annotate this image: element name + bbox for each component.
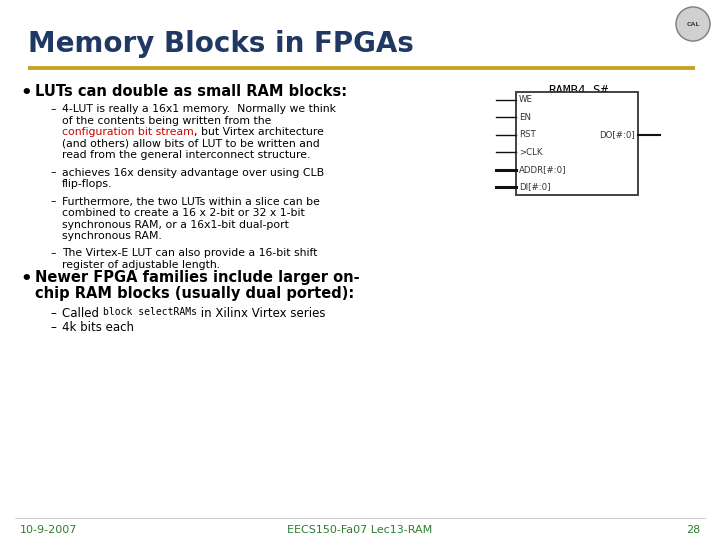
Text: EN: EN <box>519 113 531 122</box>
Text: (and others) allow bits of LUT to be written and: (and others) allow bits of LUT to be wri… <box>62 138 320 149</box>
Text: RAMB4_S#: RAMB4_S# <box>548 83 608 96</box>
Text: –: – <box>50 104 55 114</box>
Text: configuration bit stream: configuration bit stream <box>62 127 194 137</box>
Text: Furthermore, the two LUTs within a slice can be: Furthermore, the two LUTs within a slice… <box>62 197 320 206</box>
Circle shape <box>676 7 710 41</box>
Text: synchronous RAM, or a 16x1-bit dual-port: synchronous RAM, or a 16x1-bit dual-port <box>62 219 289 230</box>
Text: in Xilinx Virtex series: in Xilinx Virtex series <box>197 307 325 320</box>
Text: block selectRAMs: block selectRAMs <box>103 307 197 317</box>
Text: Called: Called <box>62 307 103 320</box>
Text: The Virtex-E LUT can also provide a 16-bit shift: The Virtex-E LUT can also provide a 16-b… <box>62 248 318 259</box>
Text: Newer FPGA families include larger on-: Newer FPGA families include larger on- <box>35 270 359 285</box>
Text: LUTs can double as small RAM blocks:: LUTs can double as small RAM blocks: <box>35 84 347 99</box>
Text: WE: WE <box>519 96 533 105</box>
Text: –: – <box>50 321 56 334</box>
Text: 4k bits each: 4k bits each <box>62 321 134 334</box>
Text: 10-9-2007: 10-9-2007 <box>20 525 77 535</box>
Text: ADDR[#:0]: ADDR[#:0] <box>519 165 567 174</box>
Text: achieves 16x density advantage over using CLB: achieves 16x density advantage over usin… <box>62 167 324 178</box>
Text: chip RAM blocks (usually dual ported):: chip RAM blocks (usually dual ported): <box>35 286 354 301</box>
Text: •: • <box>20 270 32 288</box>
Text: read from the general interconnect structure.: read from the general interconnect struc… <box>62 150 310 160</box>
Text: –: – <box>50 197 55 206</box>
Text: flip-flops.: flip-flops. <box>62 179 112 189</box>
Text: EECS150-Fa07 Lec13-RAM: EECS150-Fa07 Lec13-RAM <box>287 525 433 535</box>
Text: Memory Blocks in FPGAs: Memory Blocks in FPGAs <box>28 30 414 58</box>
Bar <box>516 92 638 195</box>
Text: RST: RST <box>519 130 536 139</box>
Text: synchronous RAM.: synchronous RAM. <box>62 231 162 241</box>
Text: combined to create a 16 x 2-bit or 32 x 1-bit: combined to create a 16 x 2-bit or 32 x … <box>62 208 305 218</box>
Text: , but Virtex architecture: , but Virtex architecture <box>194 127 323 137</box>
Text: –: – <box>50 248 55 259</box>
Text: DO[#:0]: DO[#:0] <box>599 130 635 139</box>
Text: DI[#:0]: DI[#:0] <box>519 183 551 192</box>
Text: 4-LUT is really a 16x1 memory.  Normally we think: 4-LUT is really a 16x1 memory. Normally … <box>62 104 336 114</box>
Text: CAL: CAL <box>686 22 700 26</box>
Text: 28: 28 <box>685 525 700 535</box>
Text: –: – <box>50 307 56 320</box>
Text: •: • <box>20 84 32 102</box>
Text: of the contents being written from the: of the contents being written from the <box>62 116 271 125</box>
Text: –: – <box>50 167 55 178</box>
Text: >CLK: >CLK <box>519 148 542 157</box>
Text: register of adjustable length.: register of adjustable length. <box>62 260 220 270</box>
